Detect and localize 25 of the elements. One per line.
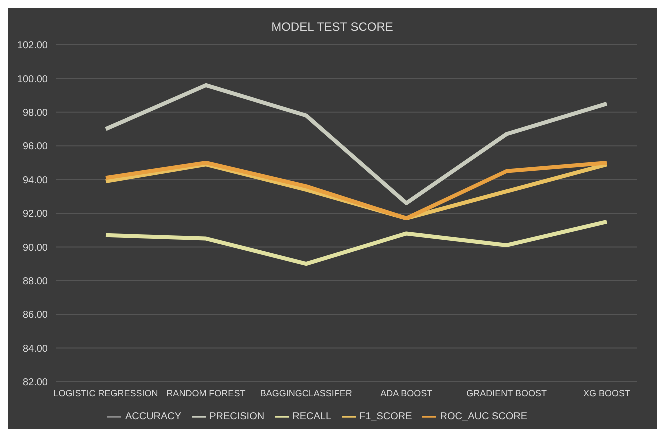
legend-label: RECALL <box>292 412 332 423</box>
chart-title: MODEL TEST SCORE <box>270 19 394 36</box>
y-tick-label: 82.00 <box>22 378 48 389</box>
line-series <box>104 220 609 266</box>
y-tick-label: 90.00 <box>22 242 48 254</box>
line-series <box>104 83 609 206</box>
y-tick-label: 86.00 <box>22 310 48 322</box>
y-tick-label: 98.00 <box>22 108 48 119</box>
y-tick-label: 84.00 <box>22 344 48 355</box>
x-tick-label: LOGISTIC REGRESSION <box>54 388 158 398</box>
y-tick-label: 88.00 <box>22 276 48 288</box>
x-tick-label: XG BOOST <box>583 388 632 398</box>
y-tick-label: 94.00 <box>22 175 48 186</box>
legend-label: ROC_AUC SCORE <box>440 412 528 423</box>
legend-label: ACCURACY <box>125 412 182 423</box>
y-tick-label: 100.00 <box>17 74 48 86</box>
legend-label: PRECISION <box>210 412 265 423</box>
x-tick-label: BAGGINGCLASSIFER <box>260 388 353 398</box>
x-tick-label: GRADIENT BOOST <box>466 388 548 398</box>
x-tick-label: RANDOM FOREST <box>166 388 246 398</box>
legend-label: F1_SCORE <box>360 412 412 423</box>
x-tick-label: ADA BOOST <box>380 388 434 398</box>
y-tick-label: 102.00 <box>17 40 48 52</box>
y-tick-label: 92.00 <box>22 209 48 220</box>
y-tick-label: 96.00 <box>22 142 48 153</box>
